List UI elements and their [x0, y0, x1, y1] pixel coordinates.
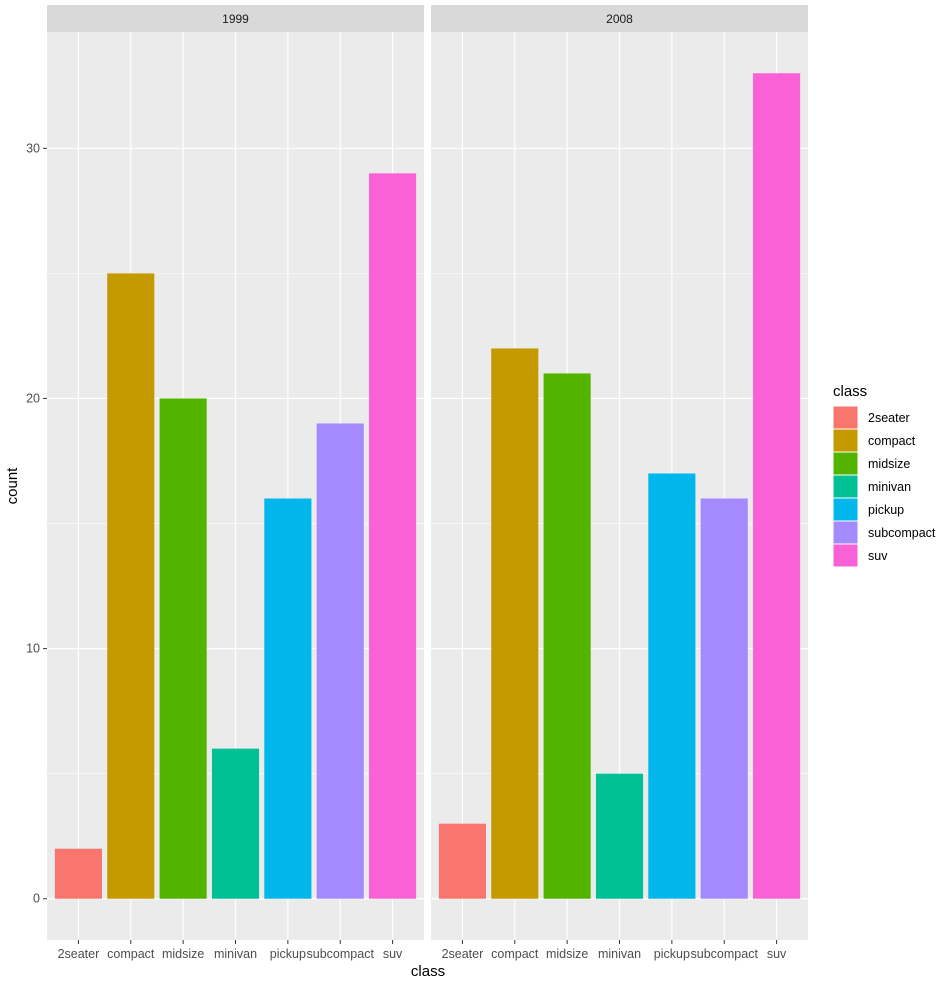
- facet-label: 2008: [606, 12, 633, 26]
- x-tick-label: midsize: [546, 947, 588, 961]
- x-tick-label: subcompact: [691, 947, 759, 961]
- x-tick-label: pickup: [654, 947, 690, 961]
- x-tick-label: suv: [383, 947, 403, 961]
- x-tick-label: subcompact: [307, 947, 375, 961]
- x-tick-label: pickup: [270, 947, 306, 961]
- legend-label: pickup: [868, 503, 904, 517]
- legend-title: class: [833, 383, 867, 400]
- legend-key-2seater: [832, 405, 859, 430]
- y-tick-label: 10: [26, 642, 40, 656]
- legend-label: compact: [868, 434, 916, 448]
- y-tick-label: 20: [26, 391, 40, 405]
- x-axis-title: class: [411, 963, 445, 980]
- legend-label: midsize: [868, 457, 910, 471]
- facet-strip: [47, 5, 424, 32]
- bar-1999-compact: [107, 273, 155, 899]
- bar-1999-suv: [369, 173, 417, 899]
- y-axis-title: count: [4, 467, 21, 505]
- bar-1999-subcompact: [316, 423, 364, 899]
- facet-label: 1999: [222, 12, 249, 26]
- facet-strip: [431, 5, 808, 32]
- y-tick-label: 30: [26, 141, 40, 155]
- bar-2008-pickup: [648, 473, 696, 899]
- bar-2008-compact: [491, 348, 539, 899]
- legend-label: minivan: [868, 480, 911, 494]
- legend-label: subcompact: [868, 526, 936, 540]
- x-tick-label: compact: [107, 947, 155, 961]
- legend-key-subcompact: [832, 520, 859, 545]
- bar-2008-suv: [753, 73, 801, 899]
- x-tick-label: minivan: [598, 947, 641, 961]
- legend-key-midsize: [832, 451, 859, 476]
- bar-1999-midsize: [159, 398, 207, 899]
- x-tick-label: compact: [491, 947, 539, 961]
- legend-label: suv: [868, 549, 888, 563]
- bar-1999-2seater: [54, 848, 102, 899]
- bar-1999-pickup: [264, 498, 312, 899]
- legend-key-minivan: [832, 474, 859, 499]
- bar-2008-midsize: [543, 373, 591, 899]
- x-tick-label: 2seater: [58, 947, 100, 961]
- x-tick-label: midsize: [162, 947, 204, 961]
- bar-2008-2seater: [438, 823, 486, 899]
- bar-2008-minivan: [595, 773, 644, 899]
- legend-key-suv: [832, 543, 859, 568]
- x-tick-label: 2seater: [442, 947, 484, 961]
- bar-1999-minivan: [211, 748, 260, 899]
- y-tick-label: 0: [33, 892, 40, 906]
- x-tick-label: suv: [767, 947, 787, 961]
- legend-key-compact: [832, 428, 859, 453]
- legend-label: 2seater: [868, 411, 910, 425]
- x-tick-label: minivan: [214, 947, 257, 961]
- bar-2008-subcompact: [700, 498, 748, 899]
- legend-key-pickup: [832, 497, 859, 522]
